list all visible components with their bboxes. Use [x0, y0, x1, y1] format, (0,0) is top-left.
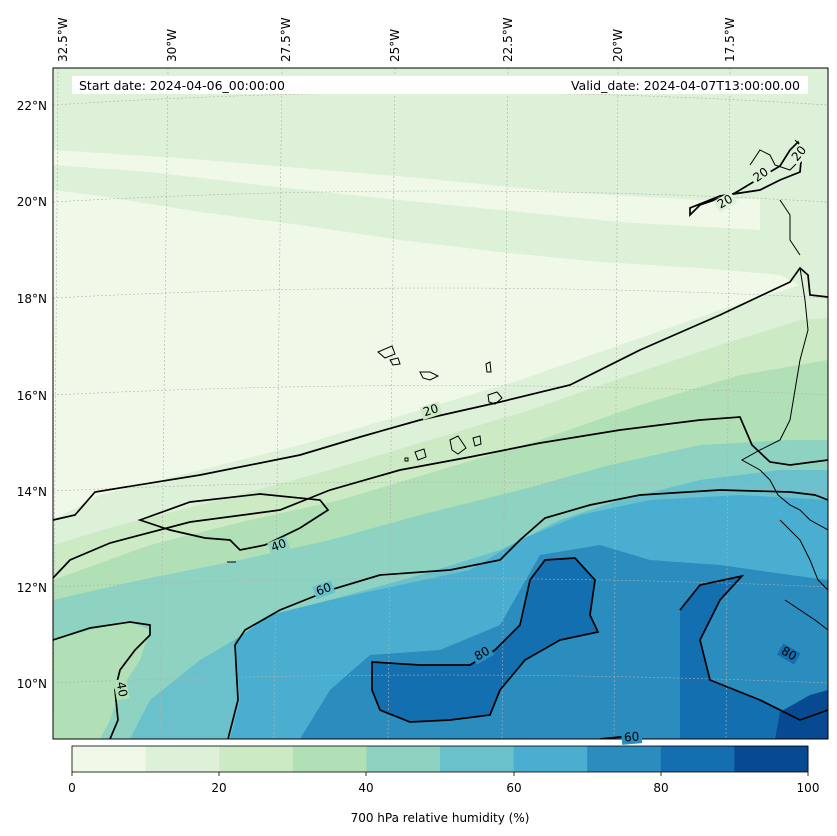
contour-label: 80	[472, 644, 492, 664]
contour-label: 60	[623, 729, 639, 744]
band-90-100	[775, 690, 828, 739]
colorbar-cell	[660, 746, 735, 772]
map-frame	[52, 67, 829, 740]
contour-40-sw	[53, 621, 151, 739]
colorbar-tick-label: 80	[653, 781, 668, 795]
lon-label: 27.5°W	[279, 17, 293, 62]
contour-20-main	[53, 266, 828, 521]
contour-label: 80	[779, 644, 799, 664]
lat-label: 10°N	[17, 677, 47, 691]
contour-40-main	[53, 416, 828, 579]
valid-date: Valid_date: 2024-04-07T13:00:00.00	[571, 78, 800, 93]
lon-label: 20°W	[611, 29, 625, 62]
lon-label: 25°W	[388, 29, 402, 62]
band-80-90-east	[680, 576, 828, 739]
colorbar-cell	[587, 746, 662, 772]
colorbar-frame	[71, 745, 809, 773]
band-0-10-strip	[53, 150, 760, 230]
contour-80-main	[371, 557, 600, 723]
contour-label: 20	[715, 192, 735, 212]
colorbar-tick-label: 60	[506, 781, 521, 795]
colorbar-cell	[513, 746, 588, 772]
lat-label: 12°N	[17, 581, 47, 595]
band-30-40-sw	[53, 622, 150, 739]
lon-label: 22.5°W	[501, 17, 515, 62]
colorbar-cell	[366, 746, 441, 772]
colorbar-tick-label: 20	[211, 781, 226, 795]
colorbar-cell	[734, 746, 809, 772]
longitude-labels: 32.5°W 30°W 27.5°W 25°W 22.5°W 20°W 17.5…	[56, 17, 737, 62]
lat-label: 22°N	[17, 99, 47, 113]
contour-label-group: 20 20 20 20 40 40 60 60 80 80	[113, 141, 811, 745]
contour-60-main	[227, 489, 828, 739]
humidity-map	[53, 68, 828, 739]
contour-40-closed	[137, 493, 330, 551]
colorbar-cell	[219, 746, 294, 772]
lat-label: 18°N	[17, 292, 47, 306]
info-box	[72, 76, 808, 94]
coastlines	[227, 139, 828, 631]
lat-label: 16°N	[17, 389, 47, 403]
contour-label: 20	[421, 401, 440, 419]
latitude-labels: 22°N 20°N 18°N 16°N 14°N 12°N 10°N	[17, 99, 47, 691]
colorbar-cell	[292, 746, 367, 772]
lon-label: 30°W	[165, 29, 179, 62]
contour-label: 40	[114, 681, 130, 698]
lat-label: 14°N	[17, 485, 47, 499]
start-date: Start date: 2024-04-06_00:00:00	[79, 78, 285, 93]
lon-label: 32.5°W	[56, 17, 70, 62]
lon-label: 17.5°W	[723, 17, 737, 62]
colorbar-tick-label: 40	[358, 781, 373, 795]
contour-label: 60	[314, 580, 333, 598]
colorbar-title: 700 hPa relative humidity (%)	[351, 811, 530, 825]
colorbar-cell	[72, 746, 147, 772]
colorbar-cell	[440, 746, 515, 772]
colorbar: 0 20 40 60 80 100 700 hPa relative humid…	[68, 745, 820, 825]
contour-80-east	[679, 574, 828, 721]
colorbar-ticks	[71, 772, 809, 776]
colorbar-tick-label: 100	[797, 781, 820, 795]
colorbar-cell	[145, 746, 220, 772]
lat-label: 20°N	[17, 195, 47, 209]
contour-label: 40	[269, 536, 288, 554]
colorbar-tick-label: 0	[68, 781, 76, 795]
band-10-20-south	[53, 285, 828, 550]
band-80-90-main	[372, 558, 598, 722]
